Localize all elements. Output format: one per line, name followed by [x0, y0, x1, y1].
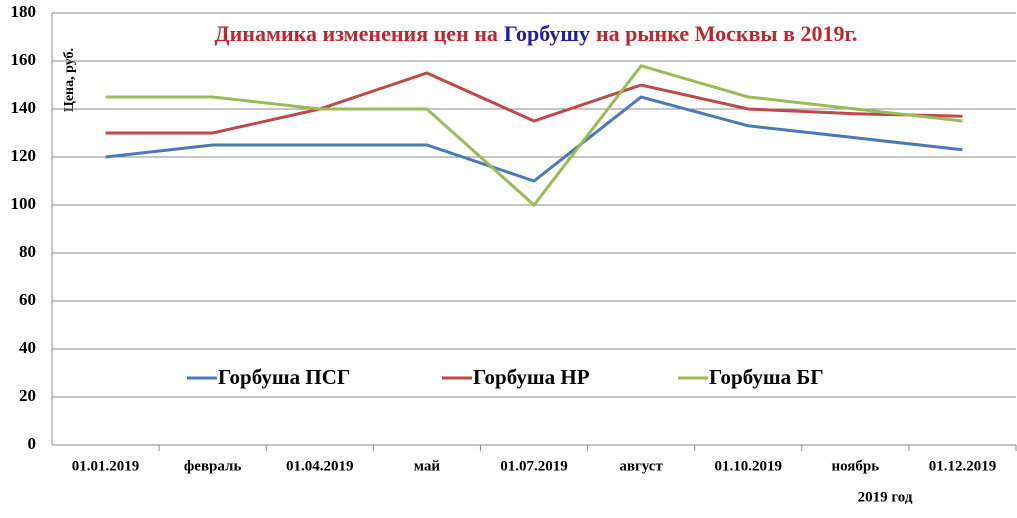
line: [105, 71, 963, 135]
title-part: на рынке Москвы в 2019г.: [596, 21, 858, 46]
y-tick-label: 180: [11, 2, 37, 21]
x-tick-label: ноябрь: [831, 458, 879, 474]
legend-label: Горбуша НР: [473, 365, 590, 389]
x-axis-label: 2019 год: [858, 489, 913, 505]
x-tick-label: май: [414, 458, 441, 474]
chart-title: Динамика изменения цен на Горбушу на рынке…: [214, 21, 857, 46]
title-part: Горбушу: [504, 21, 590, 46]
title-part: Динамика изменения цен на: [214, 21, 497, 46]
y-tick-label: 40: [19, 338, 36, 357]
y-tick-label: 160: [11, 50, 37, 69]
y-tick-label: 120: [11, 146, 37, 165]
x-tick-label: 01.10.2019: [714, 458, 782, 474]
x-tick-label: 01.07.2019: [500, 458, 568, 474]
line: [105, 64, 963, 208]
line: [105, 95, 963, 183]
y-tick-label: 60: [19, 290, 36, 309]
x-tick-label: февраль: [184, 458, 242, 474]
x-tick-label: 01.01.2019: [72, 458, 140, 474]
y-tick-label: 100: [11, 194, 37, 213]
y-tick-label: 20: [19, 386, 36, 405]
y-tick-label: 0: [28, 434, 37, 453]
x-tick-label: 01.04.2019: [286, 458, 354, 474]
legend-label: Горбуша ПСГ: [218, 365, 350, 389]
y-axis-label: Цена, руб.: [62, 48, 77, 112]
legend-label: Горбуша БГ: [709, 365, 824, 389]
y-tick-label: 140: [11, 98, 37, 117]
x-tick-label: 01.12.2019: [929, 458, 997, 474]
x-tick-label: август: [619, 458, 663, 474]
y-tick-label: 80: [19, 242, 36, 261]
